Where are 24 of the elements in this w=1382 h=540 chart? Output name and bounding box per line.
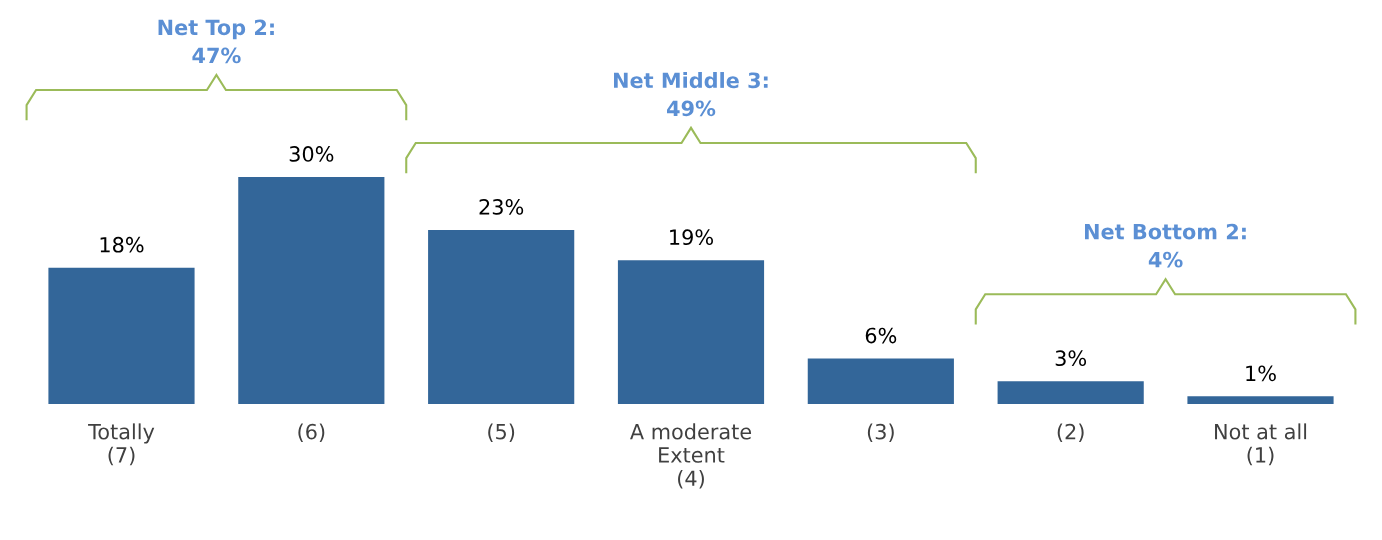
x-tick-label: A moderate Extent (4) bbox=[630, 423, 752, 489]
bar bbox=[807, 358, 954, 404]
data-label: 1% bbox=[1246, 365, 1276, 382]
data-label: 30% bbox=[289, 146, 334, 162]
annotation: Net Bottom 2: 4% bbox=[1085, 223, 1246, 268]
text: Net Middle 3: 49% bbox=[614, 72, 768, 117]
bar bbox=[997, 381, 1144, 404]
x-tick-label: (3) bbox=[867, 423, 894, 442]
data-label: 19% bbox=[670, 229, 713, 246]
bar bbox=[238, 177, 385, 404]
x-tick-label: Not at all (1) bbox=[1215, 423, 1307, 466]
text: Net Top 2: 47% bbox=[158, 19, 274, 64]
bar bbox=[617, 260, 765, 404]
x-tick-label: (5) bbox=[488, 423, 515, 442]
data-label: 6% bbox=[865, 327, 897, 344]
data-label: 3% bbox=[1055, 350, 1087, 367]
x-tick-label: (6) bbox=[298, 423, 325, 442]
bar bbox=[1187, 396, 1334, 404]
data-label: 23% bbox=[479, 199, 524, 215]
x-tick-label: (2) bbox=[1057, 423, 1084, 442]
bar bbox=[428, 229, 575, 404]
x-tick-label: Totally (7) bbox=[88, 423, 155, 466]
data-label: 18% bbox=[100, 236, 144, 253]
bar bbox=[48, 267, 195, 404]
